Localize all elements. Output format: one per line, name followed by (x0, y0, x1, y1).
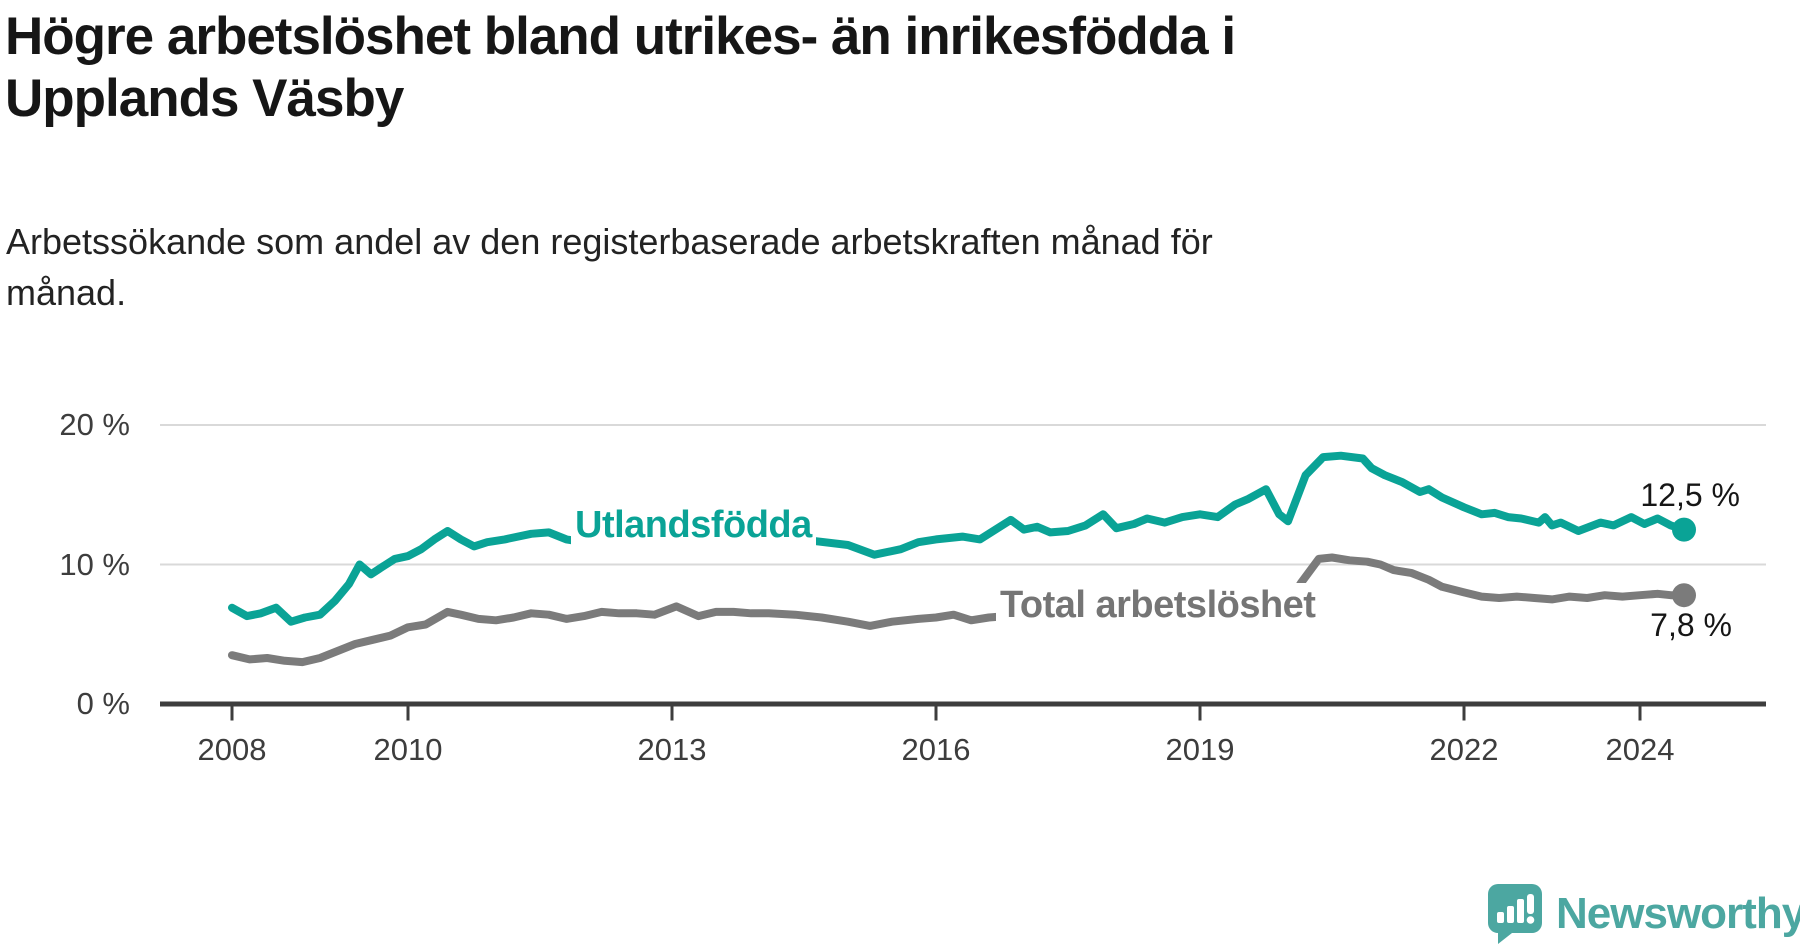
x-axis-label-2013: 2013 (637, 732, 707, 767)
newsworthy-logo-icon (1488, 884, 1542, 944)
chart-subtitle: Arbetssökande som andel av den registerb… (6, 221, 1213, 313)
series-label-total-arbetsloshet: Total arbetslöshet (996, 583, 1320, 627)
end-value-label-utlandsfodda: 12,5 % (1640, 477, 1740, 513)
page-title: Högre arbetslöshet bland utrikes- än inr… (5, 7, 1236, 128)
y-axis-label-10: 10 % (59, 546, 130, 582)
series-line-total (228, 553, 1688, 667)
x-axis-label-2019: 2019 (1165, 732, 1235, 767)
series-end-dot-utlandsfodda (1672, 517, 1696, 542)
x-axis-label-2010: 2010 (373, 732, 443, 767)
x-axis-label-2022: 2022 (1429, 732, 1499, 767)
x-axis-label-2016: 2016 (901, 732, 971, 767)
newsworthy-logo-text: Newsworthy (1556, 889, 1800, 938)
series-line-utlandsfodda (228, 451, 1688, 626)
end-value-label-total: 7,8 % (1650, 607, 1732, 643)
y-axis-label-0: 0 % (76, 686, 130, 721)
x-axis-label-2008: 2008 (197, 732, 267, 767)
y-axis-label-20: 20 % (59, 407, 130, 442)
series-end-dot-total (1672, 583, 1696, 608)
newsworthy-logo[interactable]: Newsworthy (1488, 884, 1800, 944)
x-axis-label-2024: 2024 (1605, 732, 1675, 767)
series-label-utlandsfodda: Utlandsfödda (571, 503, 816, 547)
